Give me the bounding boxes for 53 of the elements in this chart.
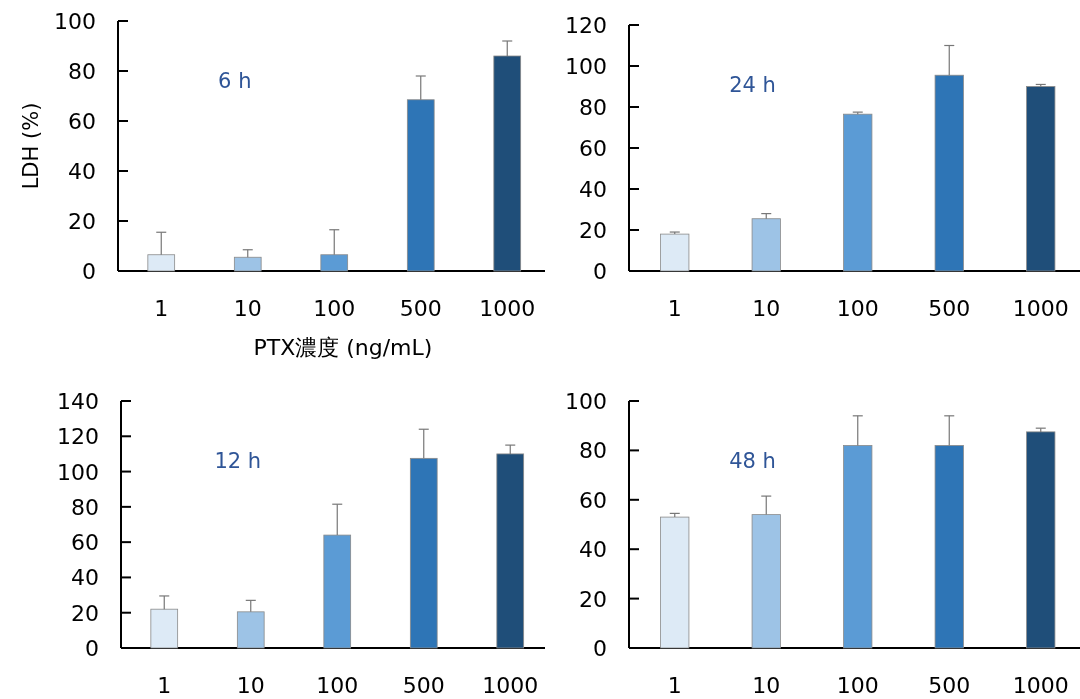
x-tick-label: 1000 [1012, 673, 1069, 698]
x-tick-label: 1 [154, 296, 169, 321]
y-tick-label: 20 [579, 218, 607, 243]
x-tick-label: 1 [667, 673, 682, 698]
x-axis-title: PTX濃度 (ng/mL) [253, 335, 433, 360]
y-tick-label: 120 [565, 13, 607, 38]
y-tick-label: 80 [579, 438, 607, 464]
y-tick-label: 40 [71, 565, 99, 591]
x-tick-label: 100 [836, 673, 879, 698]
x-tick-label: 500 [928, 673, 971, 698]
y-tick-label: 20 [579, 586, 607, 612]
x-tick-label: 1 [667, 296, 682, 321]
y-tick-label: 100 [54, 9, 96, 34]
y-tick-label: 20 [68, 209, 96, 234]
x-tick-label: 100 [316, 673, 359, 698]
x-tick-label: 100 [313, 296, 356, 321]
y-tick-label: 20 [71, 600, 99, 626]
y-tick-label: 80 [579, 95, 607, 120]
y-tick-label: 40 [579, 177, 607, 202]
x-tick-label: 10 [233, 296, 262, 321]
annotation: 6 h [218, 69, 252, 93]
x-tick-label: 100 [836, 296, 879, 321]
x-tick-label: 10 [752, 673, 781, 698]
y-tick-label: 100 [565, 389, 607, 414]
y-tick-label: 60 [579, 487, 607, 513]
x-tick-label: 10 [752, 296, 781, 321]
x-tick-label: 1 [157, 673, 172, 698]
y-tick-label: 120 [57, 424, 99, 450]
y-tick-label: 80 [68, 59, 96, 84]
annotation: 12 h [214, 449, 262, 473]
y-tick-label: 0 [85, 636, 99, 661]
y-tick-label: 0 [593, 636, 607, 661]
x-tick-label: 10 [236, 673, 265, 698]
y-tick-label: 0 [82, 259, 96, 284]
y-tick-label: 0 [593, 259, 607, 284]
x-tick-label: 500 [399, 296, 442, 321]
y-tick-label: 60 [68, 109, 96, 134]
y-tick-label: 100 [565, 54, 607, 79]
y-tick-label: 140 [57, 389, 99, 414]
annotation: 48 h [729, 449, 776, 473]
annotation: 24 h [729, 73, 776, 97]
y-tick-label: 100 [57, 459, 99, 485]
x-tick-label: 1000 [479, 296, 536, 321]
x-tick-label: 1000 [482, 673, 539, 698]
y-tick-label: 40 [68, 159, 96, 184]
y-tick-label: 60 [579, 136, 607, 161]
y-tick-label: 80 [71, 494, 99, 520]
y-tick-label: 60 [71, 530, 99, 556]
y-tick-label: 40 [579, 537, 607, 563]
y-axis-title: LDH (%) [19, 102, 43, 190]
x-tick-label: 1000 [1012, 296, 1069, 321]
x-tick-label: 500 [402, 673, 445, 698]
x-tick-label: 500 [928, 296, 971, 321]
